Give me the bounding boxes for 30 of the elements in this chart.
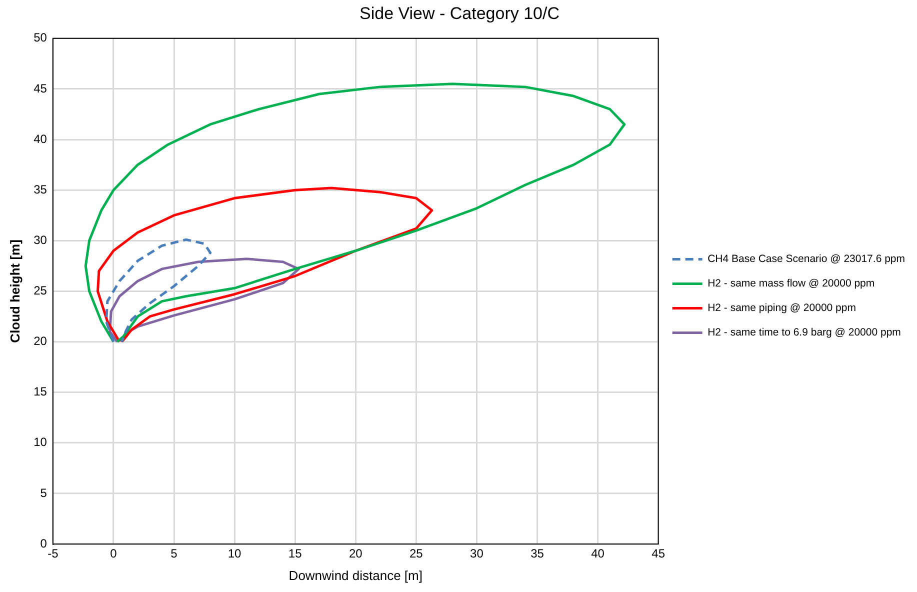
legend-label: H2 - same mass flow @ 20000 ppm [708,278,875,290]
line-series [104,238,212,344]
legend-label: CH4 Base Case Scenario @ 23017.6 ppm [708,253,906,266]
y-tick-label: 0 [40,536,48,550]
chart-title: Side View - Category 10/C [359,4,560,23]
x-tick-label: 5 [170,546,178,561]
y-tick-label: 5 [40,486,48,500]
y-tick-label: 50 [34,30,48,45]
legend-label: H2 - same time to 6.9 barg @ 20000 ppm [708,326,902,339]
x-tick-label: 10 [228,546,242,561]
y-tick-label: 25 [34,284,48,298]
legend-label: H2 - same piping @ 20000 ppm [708,302,856,314]
x-tick-label: 35 [530,546,544,561]
x-tick-label: 0 [110,546,118,561]
y-tick-label: 40 [34,132,48,146]
y-axis-title: Cloud height [m] [7,240,22,343]
y-tick-label: 10 [34,435,48,450]
y-tick-label: 20 [34,334,48,348]
x-tick-label: 30 [470,546,484,561]
y-tick-label: 45 [34,81,48,96]
x-tick-label: 25 [409,546,424,561]
y-tick-label: 30 [34,232,48,247]
x-tick-label: 20 [348,546,363,561]
x-tick-label: -5 [48,546,59,561]
x-tick-label: 40 [591,546,605,561]
y-tick-label: 35 [34,182,48,196]
y-tick-label: 15 [34,384,48,399]
x-axis-title: Downwind distance [m] [288,568,422,583]
x-tick-label: 45 [652,546,666,561]
x-tick-label: 15 [288,546,302,561]
